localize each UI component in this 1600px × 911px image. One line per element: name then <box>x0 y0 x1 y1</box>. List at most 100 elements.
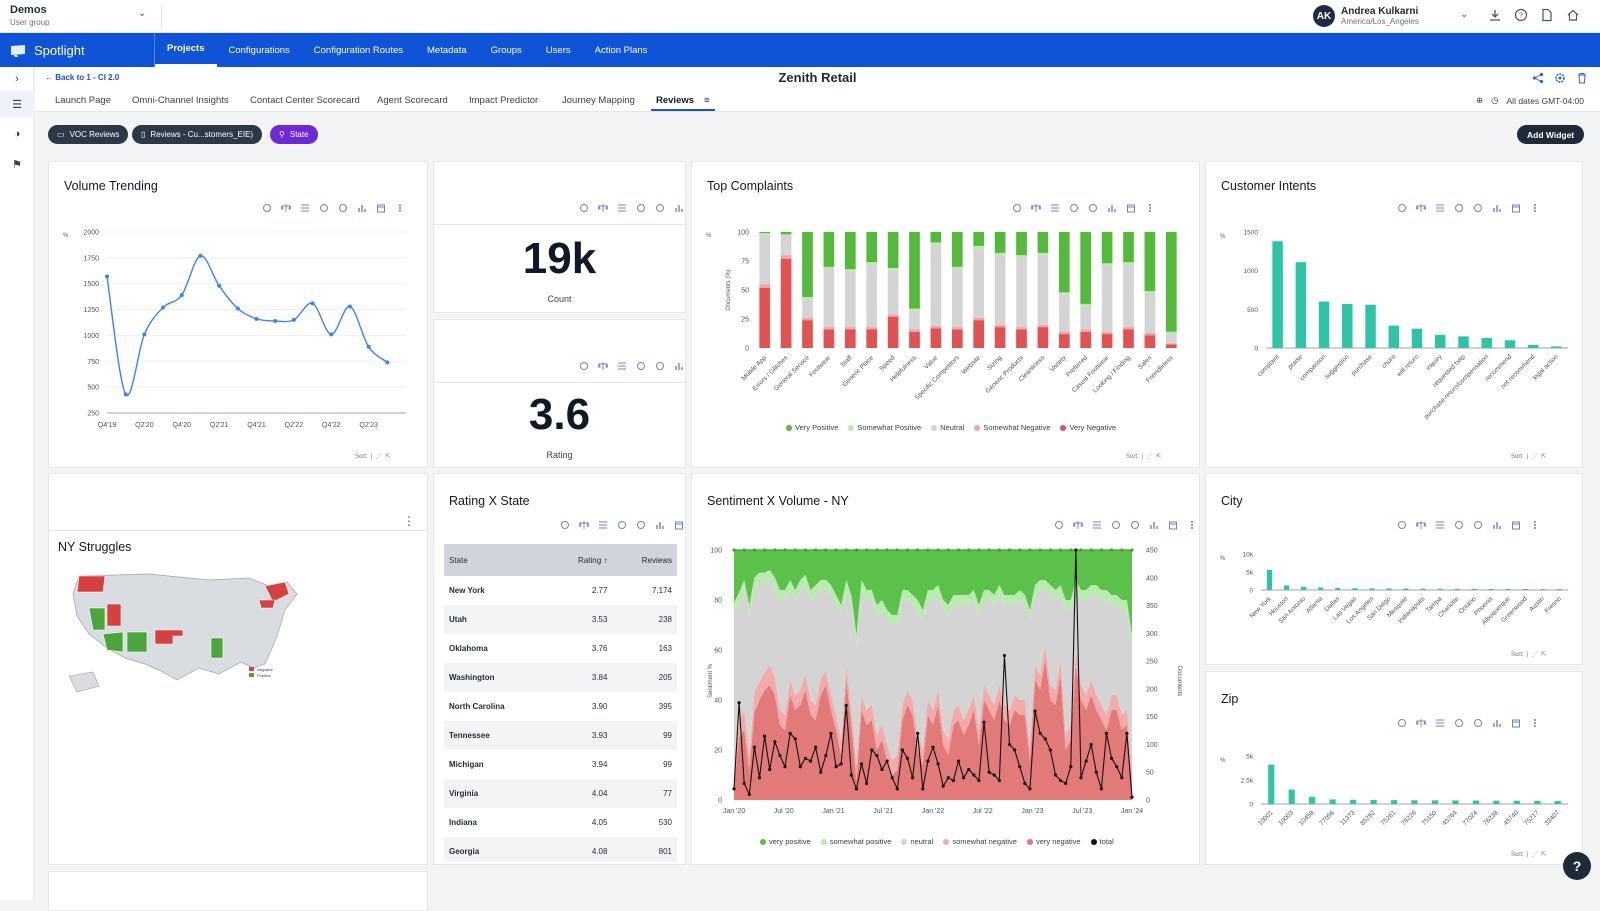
balance-icon[interactable] <box>598 361 608 371</box>
sort-control[interactable]: Sort: | ⋰ ⇱ <box>355 454 391 460</box>
tab-journey-mapping[interactable]: Journey Mapping <box>562 95 635 106</box>
bar-chart-icon[interactable] <box>655 520 665 530</box>
palette-icon[interactable] <box>1473 718 1483 728</box>
flag-icon[interactable]: ⚑ <box>12 158 22 171</box>
palette-icon[interactable] <box>655 361 665 371</box>
eye-icon[interactable] <box>636 361 646 371</box>
tab-agent-scorecard[interactable]: Agent Scorecard <box>377 95 448 106</box>
filter-icon[interactable] <box>1092 520 1102 530</box>
table-row[interactable]: Tennessee 3.93 99 <box>444 721 677 750</box>
rating-table-container[interactable]: State Rating ↑ Reviews New York 2.77 7,174… <box>444 544 677 862</box>
comment-icon[interactable] <box>1397 203 1407 213</box>
palette-icon[interactable] <box>655 203 665 213</box>
tab-reviews[interactable]: Reviews <box>656 95 695 106</box>
balance-icon[interactable] <box>598 203 608 213</box>
balance-icon[interactable] <box>579 520 589 530</box>
share-icon[interactable] <box>1532 72 1544 84</box>
add-icon[interactable]: ⊕ <box>1475 95 1484 105</box>
sort-control[interactable]: Sort: | ⋰ ⇱ <box>1126 454 1162 460</box>
legend-item[interactable]: Very Positive <box>786 423 838 432</box>
comment-icon[interactable] <box>1397 520 1407 530</box>
nav-configuration-routes[interactable]: Configuration Routes <box>313 44 404 56</box>
legend-item[interactable]: total <box>1090 837 1114 846</box>
comment-icon[interactable] <box>1397 718 1407 728</box>
palette-icon[interactable] <box>1088 203 1098 213</box>
state-utah[interactable] <box>106 603 122 627</box>
eye-icon[interactable] <box>1454 520 1464 530</box>
tab-omni-channel-insights[interactable]: Omni-Channel Insights <box>132 95 229 106</box>
nav-projects[interactable]: Projects <box>155 33 217 67</box>
legend-item[interactable]: very negative <box>1026 837 1081 846</box>
table-row[interactable]: Utah 3.53 238 <box>444 605 677 634</box>
table-row[interactable]: Washington 3.84 205 <box>444 663 677 692</box>
state-new-mexico[interactable] <box>126 631 148 653</box>
sort-control[interactable]: Sort: | ⋰ ⇱ <box>1511 454 1547 460</box>
palette-icon[interactable] <box>338 203 348 213</box>
calendar-icon[interactable] <box>1511 718 1521 728</box>
state-arizona[interactable] <box>102 631 124 653</box>
bar-chart-icon[interactable] <box>1149 520 1159 530</box>
balance-icon[interactable] <box>1416 718 1426 728</box>
add-widget-button[interactable]: Add Widget <box>1517 125 1585 144</box>
state-new-york[interactable] <box>264 581 290 603</box>
bar-chart-icon[interactable] <box>1107 203 1117 213</box>
filter-chip-voc-reviews[interactable]: ▭ VOC Reviews <box>48 125 129 144</box>
bar-chart-icon[interactable] <box>674 361 684 371</box>
table-row[interactable]: Oklahoma 3.76 163 <box>444 634 677 663</box>
sort-control[interactable]: Sort: | ⋰ ⇱ <box>1511 652 1547 658</box>
filter-icon[interactable] <box>1435 718 1445 728</box>
sort-control[interactable]: Sort: | ⋰ ⇱ <box>1511 852 1547 858</box>
legend-item[interactable]: somewhat negative <box>943 837 1017 846</box>
eye-icon[interactable] <box>1111 520 1121 530</box>
balance-icon[interactable] <box>1416 520 1426 530</box>
state-nevada[interactable] <box>88 607 106 631</box>
nav-users[interactable]: Users <box>545 44 571 56</box>
chevron-down-icon[interactable]: ⌄ <box>1460 9 1469 20</box>
filter-icon[interactable] <box>617 361 627 371</box>
trash-icon[interactable] <box>1576 72 1588 84</box>
help-icon[interactable]: ? <box>1514 8 1528 22</box>
chevron-down-icon[interactable]: ⌄ <box>138 8 147 19</box>
nav-configurations[interactable]: Configurations <box>228 44 290 56</box>
balance-icon[interactable] <box>1031 203 1041 213</box>
calendar-icon[interactable] <box>1126 203 1136 213</box>
more-options-icon[interactable] <box>395 203 405 213</box>
filter-chip-reviews[interactable]: ▯ Reviews - Cu...stomers_EIE) <box>132 125 263 144</box>
table-row[interactable]: Georgia 4.08 801 <box>444 837 677 862</box>
eye-icon[interactable] <box>319 203 329 213</box>
legend-item[interactable]: Somewhat Positive <box>848 423 921 432</box>
eye-icon[interactable] <box>1454 203 1464 213</box>
more-options-icon[interactable] <box>1530 520 1540 530</box>
palette-icon[interactable] <box>1473 520 1483 530</box>
state-alaska[interactable] <box>68 671 100 693</box>
download-icon[interactable] <box>1488 8 1502 22</box>
table-row[interactable]: Michigan 3.94 99 <box>444 750 677 779</box>
nav-action-plans[interactable]: Action Plans <box>594 44 648 56</box>
col-reviews[interactable]: Reviews <box>641 555 672 565</box>
bar-chart-icon[interactable] <box>1492 520 1502 530</box>
state-pennsylvania[interactable] <box>258 599 276 609</box>
more-options-icon[interactable] <box>1530 718 1540 728</box>
toggle-icon[interactable]: ◑ <box>13 128 21 140</box>
nav-groups[interactable]: Groups <box>490 44 522 56</box>
more-options-icon[interactable] <box>1187 520 1197 530</box>
home-icon[interactable] <box>1566 8 1580 22</box>
filter-icon[interactable] <box>1050 203 1060 213</box>
state-oklahoma[interactable] <box>154 629 184 645</box>
nav-metadata[interactable]: Metadata <box>427 44 467 56</box>
eye-icon[interactable] <box>636 203 646 213</box>
balance-icon[interactable] <box>1416 203 1426 213</box>
tab-menu-icon[interactable]: ≡ <box>704 95 710 106</box>
comment-icon[interactable] <box>579 361 589 371</box>
more-options-icon[interactable] <box>1530 203 1540 213</box>
calendar-icon[interactable] <box>674 520 684 530</box>
tab-launch-page[interactable]: Launch Page <box>55 95 111 106</box>
table-row[interactable]: North Carolina 3.90 395 <box>444 692 677 721</box>
bar-chart-icon[interactable] <box>357 203 367 213</box>
calendar-icon[interactable] <box>1168 520 1178 530</box>
back-link[interactable]: ← Back to 1 - CI 2.0 <box>45 73 120 82</box>
col-state[interactable]: State <box>449 555 468 565</box>
comment-icon[interactable] <box>560 520 570 530</box>
comment-icon[interactable] <box>262 203 272 213</box>
help-button[interactable]: ? <box>1563 852 1591 880</box>
